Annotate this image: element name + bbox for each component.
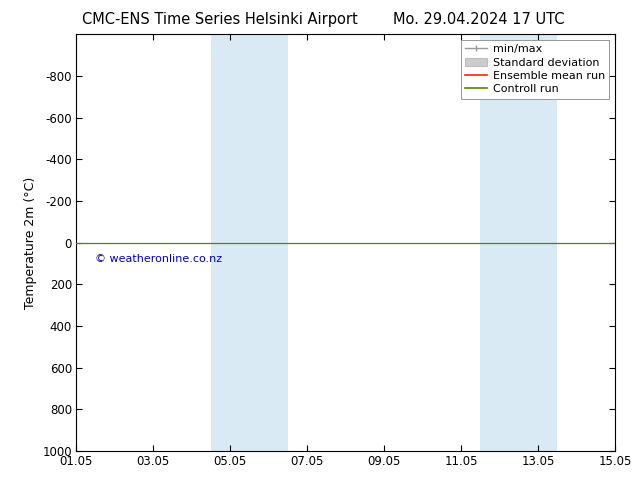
- Text: CMC-ENS Time Series Helsinki Airport: CMC-ENS Time Series Helsinki Airport: [82, 12, 358, 27]
- Bar: [210, 34, 288, 451]
- Legend: min/max, Standard deviation, Ensemble mean run, Controll run: min/max, Standard deviation, Ensemble me…: [460, 40, 609, 99]
- Text: © weatheronline.co.nz: © weatheronline.co.nz: [95, 254, 223, 264]
- Text: Mo. 29.04.2024 17 UTC: Mo. 29.04.2024 17 UTC: [393, 12, 565, 27]
- Bar: [480, 34, 557, 451]
- Y-axis label: Temperature 2m (°C): Temperature 2m (°C): [23, 176, 37, 309]
